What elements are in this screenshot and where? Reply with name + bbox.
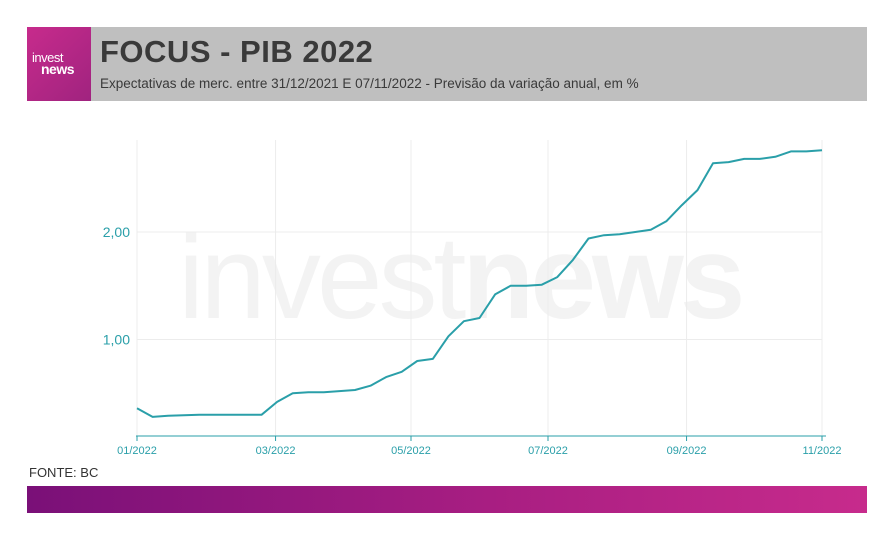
series-line	[136, 149, 823, 418]
watermark: investnews	[178, 212, 741, 344]
logo-text-invest: invest	[32, 50, 63, 65]
y-tick-label: 2,00	[103, 224, 130, 240]
x-tick-label: 09/2022	[667, 445, 707, 457]
y-axis: 1,00 2,00	[103, 224, 130, 348]
logo-text-news: news	[41, 61, 75, 77]
line-chart: investnews 01/2022 03/2022 05/2022 07/2022 0…	[103, 140, 842, 457]
investnews-logo: invest news	[27, 27, 91, 101]
x-tick-label: 03/2022	[256, 445, 296, 457]
footer-gradient-bar	[27, 486, 867, 513]
watermark-text-invest: invest	[178, 212, 465, 344]
x-tick-label: 11/2022	[803, 445, 842, 457]
grid-lines	[136, 140, 823, 436]
x-tick-label: 01/2022	[117, 445, 157, 457]
source-note: FONTE: BC	[29, 465, 99, 480]
x-tick-label: 07/2022	[528, 445, 568, 457]
chart-title: FOCUS - PIB 2022	[100, 34, 374, 69]
x-axis: 01/2022 03/2022 05/2022 07/2022 09/2022 11/20…	[117, 435, 842, 457]
chart-subtitle: Expectativas de merc. entre 31/12/2021 E…	[100, 76, 639, 91]
y-tick-label: 1,00	[103, 332, 130, 348]
plot-area	[136, 149, 823, 418]
x-tick-label: 05/2022	[391, 445, 431, 457]
chart-header: invest news FOCUS - PIB 2022 Expectativa…	[27, 27, 867, 101]
watermark-text-news: news	[462, 212, 741, 344]
